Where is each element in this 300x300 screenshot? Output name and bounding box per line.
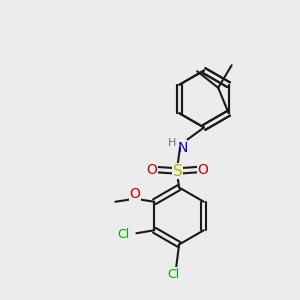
Text: Cl: Cl <box>168 268 180 281</box>
Text: O: O <box>146 163 157 176</box>
Text: H: H <box>167 137 176 148</box>
Text: O: O <box>197 163 208 176</box>
Text: S: S <box>173 164 182 178</box>
Text: Cl: Cl <box>118 228 130 241</box>
Text: O: O <box>130 187 140 201</box>
Text: N: N <box>177 141 188 154</box>
